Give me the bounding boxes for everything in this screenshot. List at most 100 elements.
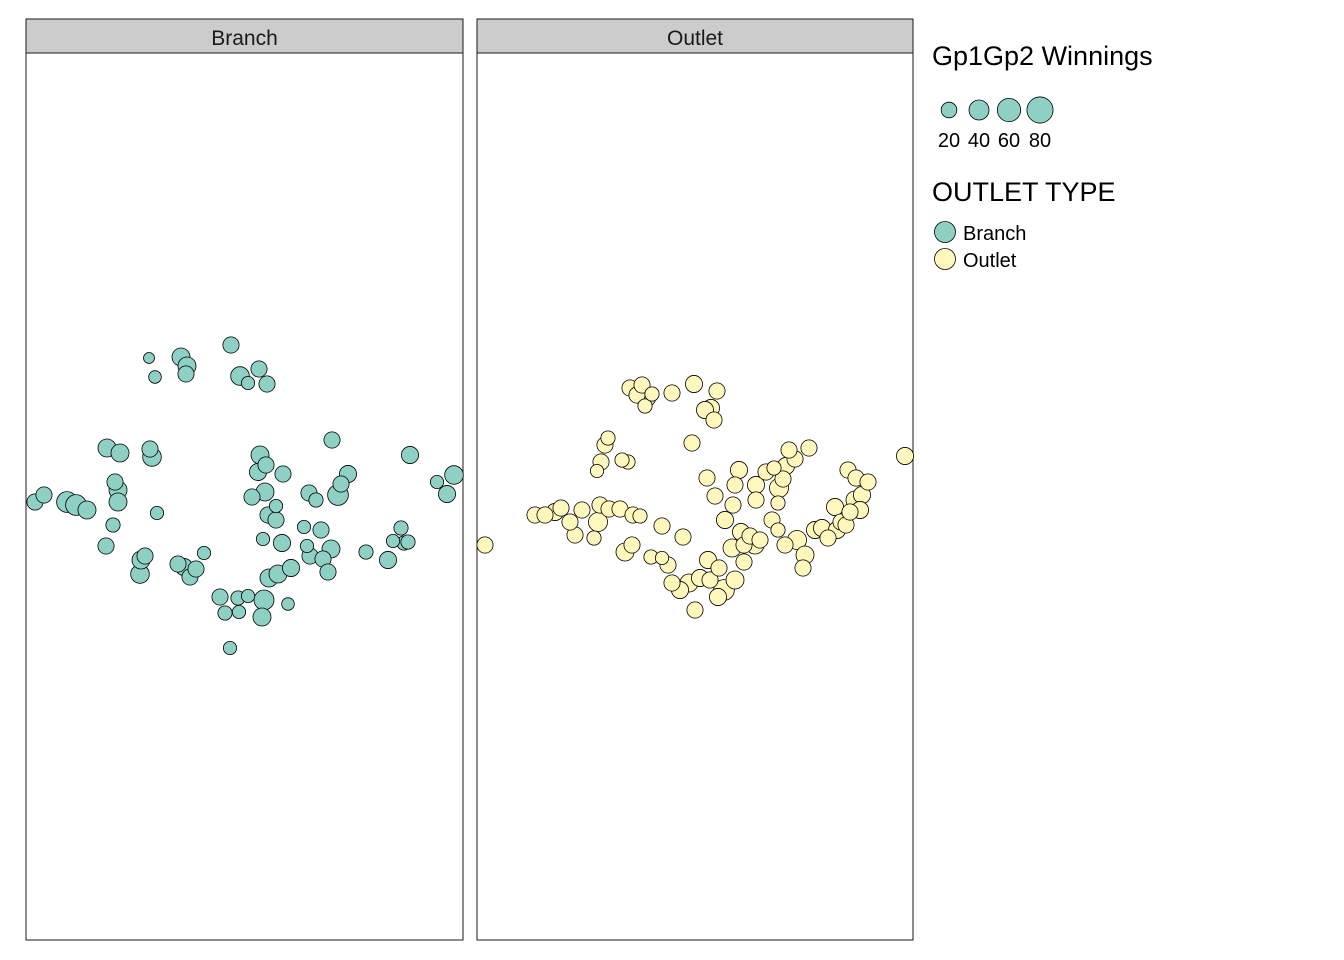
bubble-marker	[726, 476, 744, 494]
facet-panel-border	[476, 52, 914, 941]
bubble-marker	[776, 536, 794, 554]
bubble-marker	[724, 496, 742, 514]
bubble-marker	[600, 430, 616, 446]
bubble-marker	[747, 491, 765, 509]
bubble-marker	[97, 537, 115, 555]
facet-strip	[25, 18, 464, 54]
size-legend-key	[968, 99, 990, 121]
bubble-marker	[589, 463, 605, 479]
bubble-marker	[685, 375, 703, 393]
bubble-marker	[552, 499, 570, 517]
bubble-marker	[252, 607, 272, 627]
bubble-marker	[211, 588, 229, 606]
size-legend-label: 40	[968, 130, 990, 152]
bubble-marker	[400, 534, 416, 550]
bubble-marker	[644, 386, 660, 402]
bubble-marker	[243, 488, 261, 506]
bubble-marker	[267, 511, 285, 529]
bubble-marker	[332, 475, 350, 493]
bubble-marker	[705, 411, 723, 429]
bubble-marker	[35, 486, 53, 504]
bubble-marker	[632, 508, 648, 524]
bubble-marker	[826, 498, 844, 516]
facet-strip-label: Branch	[211, 27, 278, 50]
bubble-marker	[149, 505, 165, 521]
bubble-marker	[536, 506, 554, 524]
facet-strip-label: Outlet	[667, 27, 723, 50]
size-legend-label: 80	[1029, 130, 1051, 152]
bubble-marker	[299, 538, 315, 554]
color-legend-label: Branch	[963, 223, 1026, 245]
bubble-marker	[222, 336, 240, 354]
bubble-marker	[323, 431, 341, 449]
bubble-marker	[257, 456, 275, 474]
bubble-marker	[819, 529, 837, 547]
bubble-marker	[196, 545, 212, 561]
bubble-marker	[438, 485, 456, 503]
bubble-marker	[735, 553, 753, 571]
bubble-marker	[774, 470, 792, 488]
bubble-marker	[258, 375, 276, 393]
bubble-marker	[751, 531, 769, 549]
bubble-marker	[710, 559, 728, 577]
bubble-marker	[701, 571, 719, 589]
bubble-marker	[141, 440, 159, 458]
bubble-marker	[222, 640, 238, 656]
bubble-marker	[633, 376, 651, 394]
bubble-marker	[255, 531, 271, 547]
bubble-marker	[187, 560, 205, 578]
bubble-marker	[770, 522, 786, 538]
bubble-marker	[143, 352, 155, 364]
bubble-marker	[561, 513, 579, 531]
bubble-marker	[770, 495, 786, 511]
bubble-marker	[794, 559, 812, 577]
bubble-marker	[444, 465, 464, 485]
bubble-marker	[725, 570, 745, 590]
bubble-marker	[637, 398, 653, 414]
color-legend-key	[934, 248, 956, 270]
bubble-marker	[573, 501, 591, 519]
bubble-marker	[730, 461, 748, 479]
bubble-marker	[282, 559, 300, 577]
bubble-marker	[281, 597, 295, 611]
bubble-marker	[780, 441, 798, 459]
size-legend-key	[940, 101, 958, 119]
bubble-marker	[319, 563, 337, 581]
bubble-marker	[240, 375, 256, 391]
bubble-marker	[698, 469, 716, 487]
bubble-marker	[358, 544, 374, 560]
facet-strip	[476, 18, 914, 54]
bubble-marker	[106, 473, 124, 491]
bubble-marker	[108, 492, 128, 512]
bubble-marker	[716, 511, 734, 529]
bubble-marker	[231, 604, 247, 620]
bubble-marker	[253, 589, 275, 611]
bubble-marker	[614, 452, 630, 468]
bubble-marker	[654, 550, 670, 566]
size-legend-key	[996, 97, 1022, 123]
bubble-marker	[674, 528, 692, 546]
bubble-marker	[77, 500, 97, 520]
bubble-marker	[312, 521, 330, 539]
bubble-marker	[683, 434, 701, 452]
bubble-marker	[706, 487, 724, 505]
bubble-marker	[709, 588, 727, 606]
bubble-marker	[859, 473, 877, 491]
bubble-marker	[476, 536, 494, 554]
bubble-marker	[653, 517, 671, 535]
bubble-marker	[841, 503, 859, 521]
bubble-marker	[800, 439, 818, 457]
bubble-marker	[623, 536, 641, 554]
bubble-marker	[429, 474, 445, 490]
size-legend-title: Gp1Gp2 Winnings	[932, 41, 1153, 71]
bubble-marker	[766, 460, 782, 476]
facet-panels: Branch Outlet	[25, 18, 914, 941]
bubble-marker	[586, 530, 602, 546]
bubble-marker	[217, 605, 233, 621]
bubble-marker	[393, 520, 409, 536]
size-legend-label: 60	[998, 130, 1020, 152]
bubble-marker	[268, 498, 284, 514]
facet-branch: Branch	[25, 18, 464, 941]
bubble-marker	[148, 370, 162, 384]
size-legend-label: 20	[938, 130, 960, 152]
